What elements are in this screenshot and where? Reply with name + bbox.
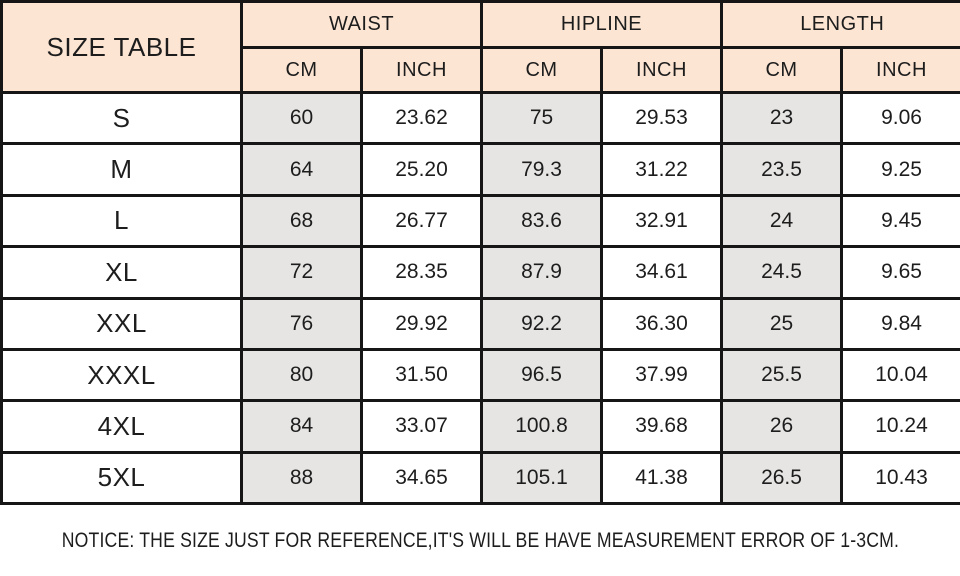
size-label: 5XL bbox=[0, 450, 243, 506]
length-inch-value: 10.24 bbox=[840, 399, 960, 454]
length-inch-value: 9.45 bbox=[840, 193, 960, 249]
waist-cm-value: 64 bbox=[240, 142, 363, 197]
waist-inch-value: 28.35 bbox=[360, 245, 483, 300]
length-inch-header: INCH bbox=[840, 46, 960, 94]
length-inch-value: 9.06 bbox=[840, 90, 960, 146]
hipline-inch-value: 37.99 bbox=[600, 347, 723, 403]
size-label: XXXL bbox=[0, 347, 243, 403]
table-row: 4XL 84 33.07 100.8 39.68 26 10.24 bbox=[0, 399, 960, 454]
waist-cm-value: 68 bbox=[240, 193, 363, 249]
size-label: XL bbox=[0, 245, 243, 300]
table-row: XL 72 28.35 87.9 34.61 24.5 9.65 bbox=[0, 245, 960, 300]
hipline-inch-value: 32.91 bbox=[600, 193, 723, 249]
hipline-cm-value: 79.3 bbox=[480, 142, 603, 197]
unit-header-row: CM INCH CM INCH CM INCH bbox=[2, 46, 960, 94]
length-cm-header: CM bbox=[720, 46, 843, 94]
hipline-inch-value: 31.22 bbox=[600, 142, 723, 197]
table-row: S 60 23.62 75 29.53 23 9.06 bbox=[0, 90, 960, 146]
waist-cm-value: 84 bbox=[240, 399, 363, 454]
hipline-cm-value: 92.2 bbox=[480, 296, 603, 351]
hipline-cm-value: 100.8 bbox=[480, 399, 603, 454]
waist-inch-value: 25.20 bbox=[360, 142, 483, 197]
table-row: XXXL 80 31.50 96.5 37.99 25.5 10.04 bbox=[0, 347, 960, 403]
length-cm-value: 23.5 bbox=[720, 142, 843, 197]
waist-inch-value: 31.50 bbox=[360, 347, 483, 403]
waist-inch-value: 23.62 bbox=[360, 90, 483, 146]
length-inch-value: 9.84 bbox=[840, 296, 960, 351]
waist-inch-value: 29.92 bbox=[360, 296, 483, 351]
size-table-body: S 60 23.62 75 29.53 23 9.06 M 64 25.20 7… bbox=[0, 90, 960, 506]
length-cm-value: 25 bbox=[720, 296, 843, 351]
waist-cm-value: 80 bbox=[240, 347, 363, 403]
length-cm-value: 26 bbox=[720, 399, 843, 454]
size-label: S bbox=[0, 90, 243, 146]
hipline-cm-header: CM bbox=[480, 46, 603, 94]
notice-bar: NOTICE: THE SIZE JUST FOR REFERENCE,IT'S… bbox=[0, 505, 960, 576]
length-cm-value: 26.5 bbox=[720, 450, 843, 506]
hipline-cm-value: 96.5 bbox=[480, 347, 603, 403]
waist-cm-header: CM bbox=[240, 46, 363, 94]
size-table: SIZE TABLE WAIST HIPLINE LENGTH CM INCH … bbox=[0, 0, 960, 506]
length-cm-value: 23 bbox=[720, 90, 843, 146]
hipline-inch-value: 29.53 bbox=[600, 90, 723, 146]
length-inch-value: 10.04 bbox=[840, 347, 960, 403]
length-cm-value: 25.5 bbox=[720, 347, 843, 403]
length-inch-value: 9.25 bbox=[840, 142, 960, 197]
table-row: 5XL 88 34.65 105.1 41.38 26.5 10.43 bbox=[0, 450, 960, 506]
length-inch-value: 9.65 bbox=[840, 245, 960, 300]
waist-cm-value: 60 bbox=[240, 90, 363, 146]
hipline-inch-value: 34.61 bbox=[600, 245, 723, 300]
hipline-cm-value: 75 bbox=[480, 90, 603, 146]
hipline-inch-value: 39.68 bbox=[600, 399, 723, 454]
length-inch-value: 10.43 bbox=[840, 450, 960, 506]
waist-cm-value: 88 bbox=[240, 450, 363, 506]
hipline-inch-header: INCH bbox=[600, 46, 723, 94]
column-group-length: LENGTH bbox=[720, 0, 960, 49]
column-group-waist: WAIST bbox=[240, 0, 483, 49]
waist-inch-value: 26.77 bbox=[360, 193, 483, 249]
size-label: M bbox=[0, 142, 243, 197]
waist-cm-value: 72 bbox=[240, 245, 363, 300]
waist-inch-value: 34.65 bbox=[360, 450, 483, 506]
hipline-cm-value: 87.9 bbox=[480, 245, 603, 300]
table-row: L 68 26.77 83.6 32.91 24 9.45 bbox=[0, 193, 960, 249]
length-cm-value: 24 bbox=[720, 193, 843, 249]
size-label: L bbox=[0, 193, 243, 249]
length-cm-value: 24.5 bbox=[720, 245, 843, 300]
size-label: 4XL bbox=[0, 399, 243, 454]
waist-inch-value: 33.07 bbox=[360, 399, 483, 454]
notice-text: NOTICE: THE SIZE JUST FOR REFERENCE,IT'S… bbox=[61, 528, 899, 552]
table-row: XXL 76 29.92 92.2 36.30 25 9.84 bbox=[0, 296, 960, 351]
hipline-cm-value: 105.1 bbox=[480, 450, 603, 506]
hipline-inch-value: 41.38 bbox=[600, 450, 723, 506]
hipline-cm-value: 83.6 bbox=[480, 193, 603, 249]
hipline-inch-value: 36.30 bbox=[600, 296, 723, 351]
waist-cm-value: 76 bbox=[240, 296, 363, 351]
waist-inch-header: INCH bbox=[360, 46, 483, 94]
column-group-hipline: HIPLINE bbox=[480, 0, 723, 49]
group-header-row: SIZE TABLE WAIST HIPLINE LENGTH bbox=[0, 0, 960, 94]
table-row: M 64 25.20 79.3 31.22 23.5 9.25 bbox=[0, 142, 960, 197]
table-title: SIZE TABLE bbox=[0, 0, 243, 94]
size-label: XXL bbox=[0, 296, 243, 351]
